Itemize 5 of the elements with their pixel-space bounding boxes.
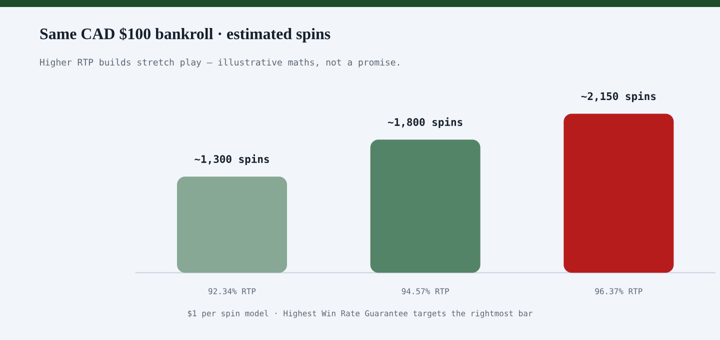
data-label: ~1,800 spins	[388, 117, 462, 128]
chart-subtitle: Higher RTP builds stretch play — illustrative maths, not a promise.	[40, 58, 400, 68]
data-label: ~2,150 spins	[581, 92, 656, 102]
data-label: ~1,300 spins	[194, 154, 269, 166]
chart-title: Same CAD $100 bankroll · estimated spins	[40, 28, 330, 42]
